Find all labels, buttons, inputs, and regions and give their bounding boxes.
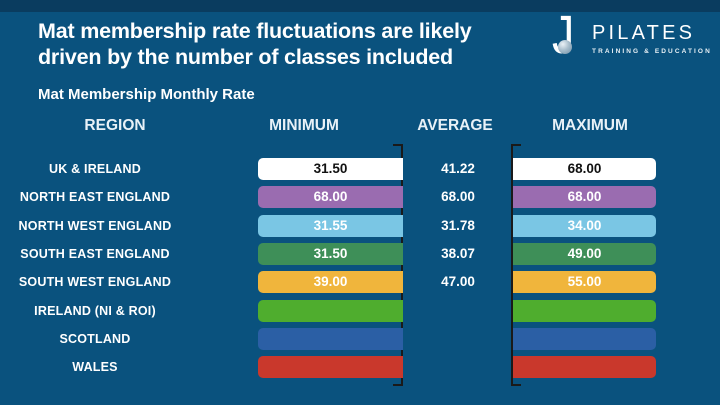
region-label: IRELAND (NI & ROI) <box>34 304 156 318</box>
max-value: 68.00 <box>567 189 602 204</box>
logo-text: PILATES TRAINING & EDUCATION <box>592 22 712 55</box>
avg-value: 47.00 <box>441 274 475 289</box>
logo-sphere-icon <box>558 40 572 54</box>
min-bar <box>258 328 403 350</box>
table-row: NORTH WEST ENGLAND 31.55 31.78 34.00 <box>0 215 720 237</box>
min-bar <box>258 300 403 322</box>
table-row: WALES <box>0 356 720 378</box>
average-bracket-right <box>511 144 521 386</box>
average-bracket-left <box>393 144 403 386</box>
min-bar <box>258 356 403 378</box>
min-value: 31.50 <box>313 161 348 176</box>
min-bar: 39.00 <box>258 271 403 293</box>
page-title-line1: Mat membership rate fluctuations are lik… <box>38 19 472 43</box>
table-row: SOUTH EAST ENGLAND 31.50 38.07 49.00 <box>0 243 720 265</box>
table-row: IRELAND (NI & ROI) <box>0 300 720 322</box>
max-bar: 55.00 <box>513 271 656 293</box>
max-value: 49.00 <box>567 246 602 261</box>
table-header-row: REGION MINIMUM AVERAGE MAXIMUM <box>0 117 720 137</box>
region-label: SCOTLAND <box>59 332 131 346</box>
logo-tagline: TRAINING & EDUCATION <box>592 48 712 55</box>
table-row: SCOTLAND <box>0 328 720 350</box>
max-value: 55.00 <box>567 274 602 289</box>
min-value: 68.00 <box>313 189 348 204</box>
min-bar: 31.50 <box>258 158 403 180</box>
avg-value <box>405 356 511 378</box>
avg-value: 31.78 <box>441 218 475 233</box>
min-bar: 68.00 <box>258 186 403 208</box>
avg-value: 68.00 <box>441 189 475 204</box>
region-label: SOUTH WEST ENGLAND <box>18 275 172 289</box>
column-header-region: REGION <box>84 117 146 134</box>
logo-j-letter: J <box>552 5 575 65</box>
avg-value <box>405 328 511 350</box>
avg-value <box>405 300 511 322</box>
column-header-minimum: MINIMUM <box>269 117 339 134</box>
max-bar: 34.00 <box>513 215 656 237</box>
top-strip <box>0 0 720 12</box>
region-label: UK & IRELAND <box>49 162 141 176</box>
page-title: Mat membership rate fluctuations are lik… <box>38 19 558 71</box>
avg-value: 38.07 <box>441 246 475 261</box>
max-bar <box>513 356 656 378</box>
column-header-average: AVERAGE <box>417 117 493 134</box>
table-row: UK & IRELAND 31.50 41.22 68.00 <box>0 158 720 180</box>
region-label: WALES <box>72 360 118 374</box>
max-bar <box>513 328 656 350</box>
min-bar: 31.50 <box>258 243 403 265</box>
region-label: SOUTH EAST ENGLAND <box>20 247 170 261</box>
brand-logo: J PILATES TRAINING & EDUCATION <box>550 5 712 68</box>
table-row: NORTH EAST ENGLAND 68.00 68.00 68.00 <box>0 186 720 208</box>
avg-value: 41.22 <box>441 161 475 176</box>
max-bar <box>513 300 656 322</box>
table-row: SOUTH WEST ENGLAND 39.00 47.00 55.00 <box>0 271 720 293</box>
max-value: 34.00 <box>567 218 602 233</box>
column-header-maximum: MAXIMUM <box>552 117 628 134</box>
min-value: 39.00 <box>313 274 348 289</box>
page-title-line2: driven by the number of classes included <box>38 44 453 69</box>
min-value: 31.50 <box>313 246 348 261</box>
max-bar: 68.00 <box>513 158 656 180</box>
min-bar: 31.55 <box>258 215 403 237</box>
max-bar: 68.00 <box>513 186 656 208</box>
chart-subtitle: Mat Membership Monthly Rate <box>38 86 255 103</box>
region-label: NORTH WEST ENGLAND <box>18 219 172 233</box>
logo-wordmark: PILATES <box>592 22 696 44</box>
min-value: 31.55 <box>313 218 348 233</box>
region-label: NORTH EAST ENGLAND <box>19 190 171 204</box>
max-bar: 49.00 <box>513 243 656 265</box>
max-value: 68.00 <box>567 161 602 176</box>
